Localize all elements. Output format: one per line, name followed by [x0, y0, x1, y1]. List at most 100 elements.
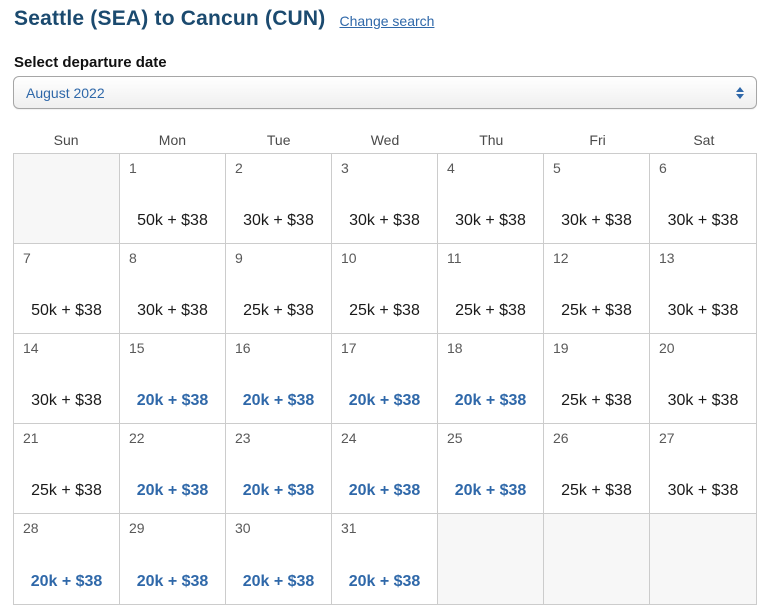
calendar-day-cell[interactable]: 5 30k + $38: [544, 154, 650, 244]
day-number: 15: [129, 340, 145, 356]
calendar-day-cell[interactable]: 31 20k + $38: [332, 514, 438, 604]
award-price: 25k + $38: [561, 302, 632, 319]
calendar-day-cell[interactable]: 12 25k + $38: [544, 244, 650, 334]
calendar-day-cell[interactable]: 16 20k + $38: [226, 334, 332, 424]
award-price: 25k + $38: [349, 302, 420, 319]
calendar-day-cell[interactable]: 9 25k + $38: [226, 244, 332, 334]
day-number: 25: [447, 430, 463, 446]
day-header-thu: Thu: [479, 132, 504, 148]
calendar-day-cell[interactable]: 15 20k + $38: [120, 334, 226, 424]
day-number: 19: [553, 340, 569, 356]
calendar-day-cell[interactable]: 28 20k + $38: [14, 514, 120, 604]
day-number: 21: [23, 430, 39, 446]
day-number: 24: [341, 430, 357, 446]
day-number: 2: [235, 160, 243, 176]
day-number: 13: [659, 250, 675, 266]
award-price: 20k + $38: [136, 573, 209, 590]
day-number: 10: [341, 250, 357, 266]
calendar-day-cell[interactable]: 7 50k + $38: [14, 244, 120, 334]
day-number: 20: [659, 340, 675, 356]
day-headers-row: Sun Mon Tue Wed Thu Fri Sat: [13, 132, 757, 148]
award-price: 20k + $38: [30, 573, 103, 590]
day-header-sat: Sat: [693, 132, 715, 148]
award-price: 50k + $38: [31, 302, 102, 319]
day-number: 26: [553, 430, 569, 446]
award-calendar-grid: 1 50k + $38 2 30k + $38 3 30k + $38 4 30k + $38…: [13, 153, 757, 605]
award-price: 20k + $38: [242, 392, 315, 409]
title-row: Seattle (SEA) to Cancun (CUN) Change sea…: [14, 6, 757, 32]
day-header-mon: Mon: [158, 132, 187, 148]
calendar-day-cell[interactable]: 1 50k + $38: [120, 154, 226, 244]
calendar-day-cell[interactable]: 11 25k + $38: [438, 244, 544, 334]
chevron-down-icon: [736, 93, 744, 99]
day-number: 18: [447, 340, 463, 356]
day-number: 4: [447, 160, 455, 176]
day-header-fri: Fri: [589, 132, 606, 148]
award-price: 50k + $38: [137, 212, 208, 229]
day-number: 1: [129, 160, 137, 176]
route-title: Seattle (SEA) to Cancun (CUN): [14, 7, 326, 30]
day-number: 7: [23, 250, 31, 266]
calendar-day-cell[interactable]: 24 20k + $38: [332, 424, 438, 514]
select-spinner-icon: [736, 86, 744, 99]
award-price: 30k + $38: [243, 212, 314, 229]
chevron-up-icon: [736, 86, 744, 92]
change-search-link[interactable]: Change search: [339, 13, 435, 29]
day-number: 16: [235, 340, 251, 356]
calendar-day-cell[interactable]: 17 20k + $38: [332, 334, 438, 424]
award-price: 30k + $38: [667, 392, 739, 409]
award-price: 30k + $38: [137, 302, 208, 319]
calendar-empty-cell: [650, 514, 756, 604]
award-price: 20k + $38: [242, 573, 315, 590]
calendar-day-cell[interactable]: 6 30k + $38: [650, 154, 756, 244]
day-number: 11: [447, 250, 462, 266]
calendar-day-cell[interactable]: 27 30k + $38: [650, 424, 756, 514]
departure-date-label: Select departure date: [14, 54, 167, 71]
calendar-day-cell[interactable]: 13 30k + $38: [650, 244, 756, 334]
calendar-day-cell[interactable]: 10 25k + $38: [332, 244, 438, 334]
day-header-sun: Sun: [53, 132, 79, 148]
award-price: 30k + $38: [667, 482, 739, 499]
calendar-empty-cell: [14, 154, 120, 244]
award-price: 25k + $38: [561, 482, 632, 499]
calendar-day-cell[interactable]: 30 20k + $38: [226, 514, 332, 604]
award-price: 30k + $38: [349, 212, 420, 229]
day-number: 22: [129, 430, 145, 446]
award-price: 30k + $38: [667, 212, 739, 229]
day-number: 23: [235, 430, 251, 446]
calendar-empty-cell: [544, 514, 650, 604]
day-number: 12: [553, 250, 569, 266]
award-price: 20k + $38: [348, 392, 421, 409]
day-number: 31: [341, 520, 357, 536]
award-price: 25k + $38: [31, 482, 102, 499]
calendar-day-cell[interactable]: 18 20k + $38: [438, 334, 544, 424]
day-number: 3: [341, 160, 349, 176]
calendar-day-cell[interactable]: 20 30k + $38: [650, 334, 756, 424]
calendar-day-cell[interactable]: 3 30k + $38: [332, 154, 438, 244]
day-number: 29: [129, 520, 145, 536]
calendar-day-cell[interactable]: 22 20k + $38: [120, 424, 226, 514]
calendar-day-cell[interactable]: 26 25k + $38: [544, 424, 650, 514]
day-header-wed: Wed: [370, 132, 400, 148]
calendar-day-cell[interactable]: 8 30k + $38: [120, 244, 226, 334]
award-price: 30k + $38: [667, 302, 739, 319]
calendar-day-cell[interactable]: 14 30k + $38: [14, 334, 120, 424]
calendar-day-cell[interactable]: 19 25k + $38: [544, 334, 650, 424]
award-price: 25k + $38: [243, 302, 314, 319]
calendar-day-cell[interactable]: 25 20k + $38: [438, 424, 544, 514]
month-select-value: August 2022: [26, 84, 105, 101]
calendar-day-cell[interactable]: 2 30k + $38: [226, 154, 332, 244]
day-number: 28: [23, 520, 39, 536]
calendar-day-cell[interactable]: 29 20k + $38: [120, 514, 226, 604]
award-price: 20k + $38: [454, 392, 527, 409]
day-number: 27: [659, 430, 675, 446]
month-select[interactable]: August 2022: [13, 76, 757, 109]
award-price: 30k + $38: [455, 212, 526, 229]
calendar-day-cell[interactable]: 4 30k + $38: [438, 154, 544, 244]
day-number: 9: [235, 250, 243, 266]
calendar-day-cell[interactable]: 23 20k + $38: [226, 424, 332, 514]
award-price: 20k + $38: [136, 482, 209, 499]
day-number: 5: [553, 160, 561, 176]
calendar-day-cell[interactable]: 21 25k + $38: [14, 424, 120, 514]
day-header-tue: Tue: [266, 132, 291, 148]
